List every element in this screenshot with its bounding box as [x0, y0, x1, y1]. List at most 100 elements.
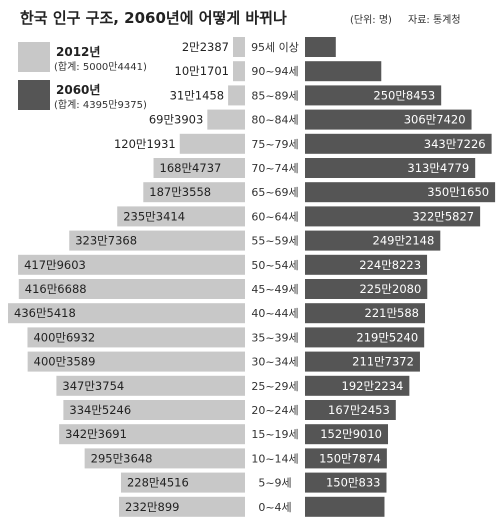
bar-2012: [59, 424, 245, 445]
age-group-label: 45~49세: [251, 283, 298, 296]
bar-label-2012: 416만6688: [25, 282, 87, 296]
bar-2012: [143, 182, 245, 203]
bar-2060: [305, 230, 441, 251]
chart-source: 자료: 통계청: [408, 14, 461, 26]
legend-swatch-2060: [18, 80, 50, 110]
bar-label-2012: 417만9603: [24, 258, 86, 272]
age-group-label: 60~64세: [251, 210, 298, 223]
bar-label-2060: 322만5827: [412, 209, 474, 223]
bar-2060: [305, 254, 428, 275]
bar-label-2060: 219만5240: [356, 330, 418, 344]
bar-label-2012: 436만5418: [14, 306, 76, 320]
bar-2060: [305, 303, 426, 324]
age-group-label: 90~94세: [251, 65, 298, 78]
bar-label-2012: 235만3414: [123, 209, 185, 223]
bar-label-2012: 347만3754: [62, 379, 124, 393]
bar-2060: [305, 206, 481, 227]
bar-2060: [305, 37, 336, 57]
bar-label-2060: 211만7372: [352, 355, 414, 369]
bar-label-2060: 343만7226: [424, 137, 486, 151]
bar-label-2060: 146만3949: [388, 500, 450, 514]
chart-title: 한국 인구 구조, 2060년에 어떻게 바뀌나: [20, 9, 287, 27]
bar-2060: [305, 327, 425, 348]
bar-2012: [84, 448, 245, 469]
age-group-label: 85~89세: [251, 89, 298, 102]
bar-label-2060: 150만7874: [319, 451, 381, 465]
bar-label-2060: 167만2453: [328, 403, 390, 417]
age-group-label: 20~24세: [251, 404, 298, 417]
bar-label-2012: 69만3903: [149, 113, 203, 127]
bar-label-2012: 342만3691: [65, 427, 127, 441]
bar-2060: [305, 279, 428, 299]
age-group-label: 10~14세: [251, 452, 298, 465]
legend-total-2060: (합계: 4395만9375): [54, 99, 147, 111]
bar-label-2012: 400만6932: [33, 330, 95, 344]
bar-2060: [305, 61, 382, 82]
bar-label-2012: 334만5246: [69, 403, 131, 417]
bar-2012: [69, 230, 245, 251]
chart-unit: (단위: 명): [350, 13, 392, 26]
bar-2012: [18, 254, 246, 275]
bar-2012: [120, 472, 245, 493]
bar-2012: [8, 303, 245, 324]
bar-label-2060: 192만2234: [342, 379, 404, 393]
bar-label-2060: 56만7152: [340, 40, 394, 54]
age-group-label: 0~4세: [258, 501, 291, 514]
age-group-label: 30~34세: [251, 356, 298, 369]
age-group-label: 50~54세: [251, 259, 298, 272]
bar-2060: [305, 496, 385, 517]
bar-2012: [179, 133, 245, 154]
age-group-label: 40~44세: [251, 307, 298, 320]
bar-2060: [305, 472, 387, 493]
bar-label-2012: 323만7368: [75, 234, 137, 248]
bar-label-2012: 187만3558: [149, 185, 211, 199]
age-group-label: 15~19세: [251, 428, 298, 441]
bar-2012: [117, 206, 245, 227]
bar-2012: [118, 496, 245, 517]
bar-2012: [233, 61, 245, 82]
bar-2012: [27, 327, 245, 348]
legend-swatch-2012: [18, 42, 50, 72]
bar-label-2060: 150만833: [326, 476, 380, 490]
bar-label-2012: 120만1931: [114, 137, 176, 151]
bar-2060: [305, 133, 492, 154]
bar-2060: [305, 109, 472, 130]
bar-2012: [233, 37, 245, 57]
bar-label-2060: 225만2080: [359, 282, 421, 296]
age-group-label: 95세 이상: [251, 41, 299, 54]
bar-label-2012: 295만3648: [91, 451, 153, 465]
bar-label-2012: 2만2387: [182, 40, 229, 54]
bar-label-2012: 31만1458: [170, 88, 224, 102]
legend-label-2060: 2060년: [56, 83, 100, 97]
age-group-label: 65~69세: [251, 186, 298, 199]
bar-label-2060: 224만8223: [359, 258, 421, 272]
bar-2012: [153, 158, 245, 178]
bar-label-2012: 168만4737: [160, 161, 222, 175]
bar-2060: [305, 158, 476, 178]
bar-label-2060: 152만9010: [320, 427, 382, 441]
bar-label-2012: 228만4516: [127, 476, 189, 490]
bar-2012: [228, 85, 245, 106]
age-group-label: 80~84세: [251, 114, 298, 127]
bar-label-2012: 232만899: [125, 500, 179, 514]
age-group-label: 75~79세: [251, 138, 298, 151]
bar-label-2060: 249만2148: [373, 234, 435, 248]
bar-2012: [18, 279, 245, 299]
age-group-label: 70~74세: [251, 162, 298, 175]
bar-2060: [305, 424, 389, 445]
bar-label-2060: 306만7420: [404, 113, 466, 127]
age-group-label: 55~59세: [251, 235, 298, 248]
bar-2060: [305, 448, 387, 469]
bar-2012: [56, 375, 245, 396]
bar-label-2012: 10만1701: [175, 64, 229, 78]
bar-label-2012: 400만3589: [34, 355, 96, 369]
bar-2060: [305, 182, 496, 203]
bar-2060: [305, 400, 396, 420]
bar-label-2060: 250만8453: [373, 88, 435, 102]
bar-2060: [305, 85, 442, 106]
bar-label-2060: 140만4864: [385, 64, 447, 78]
age-group-label: 5~9세: [258, 477, 291, 490]
bar-label-2060: 221만588: [365, 306, 419, 320]
bar-2012: [207, 109, 245, 130]
